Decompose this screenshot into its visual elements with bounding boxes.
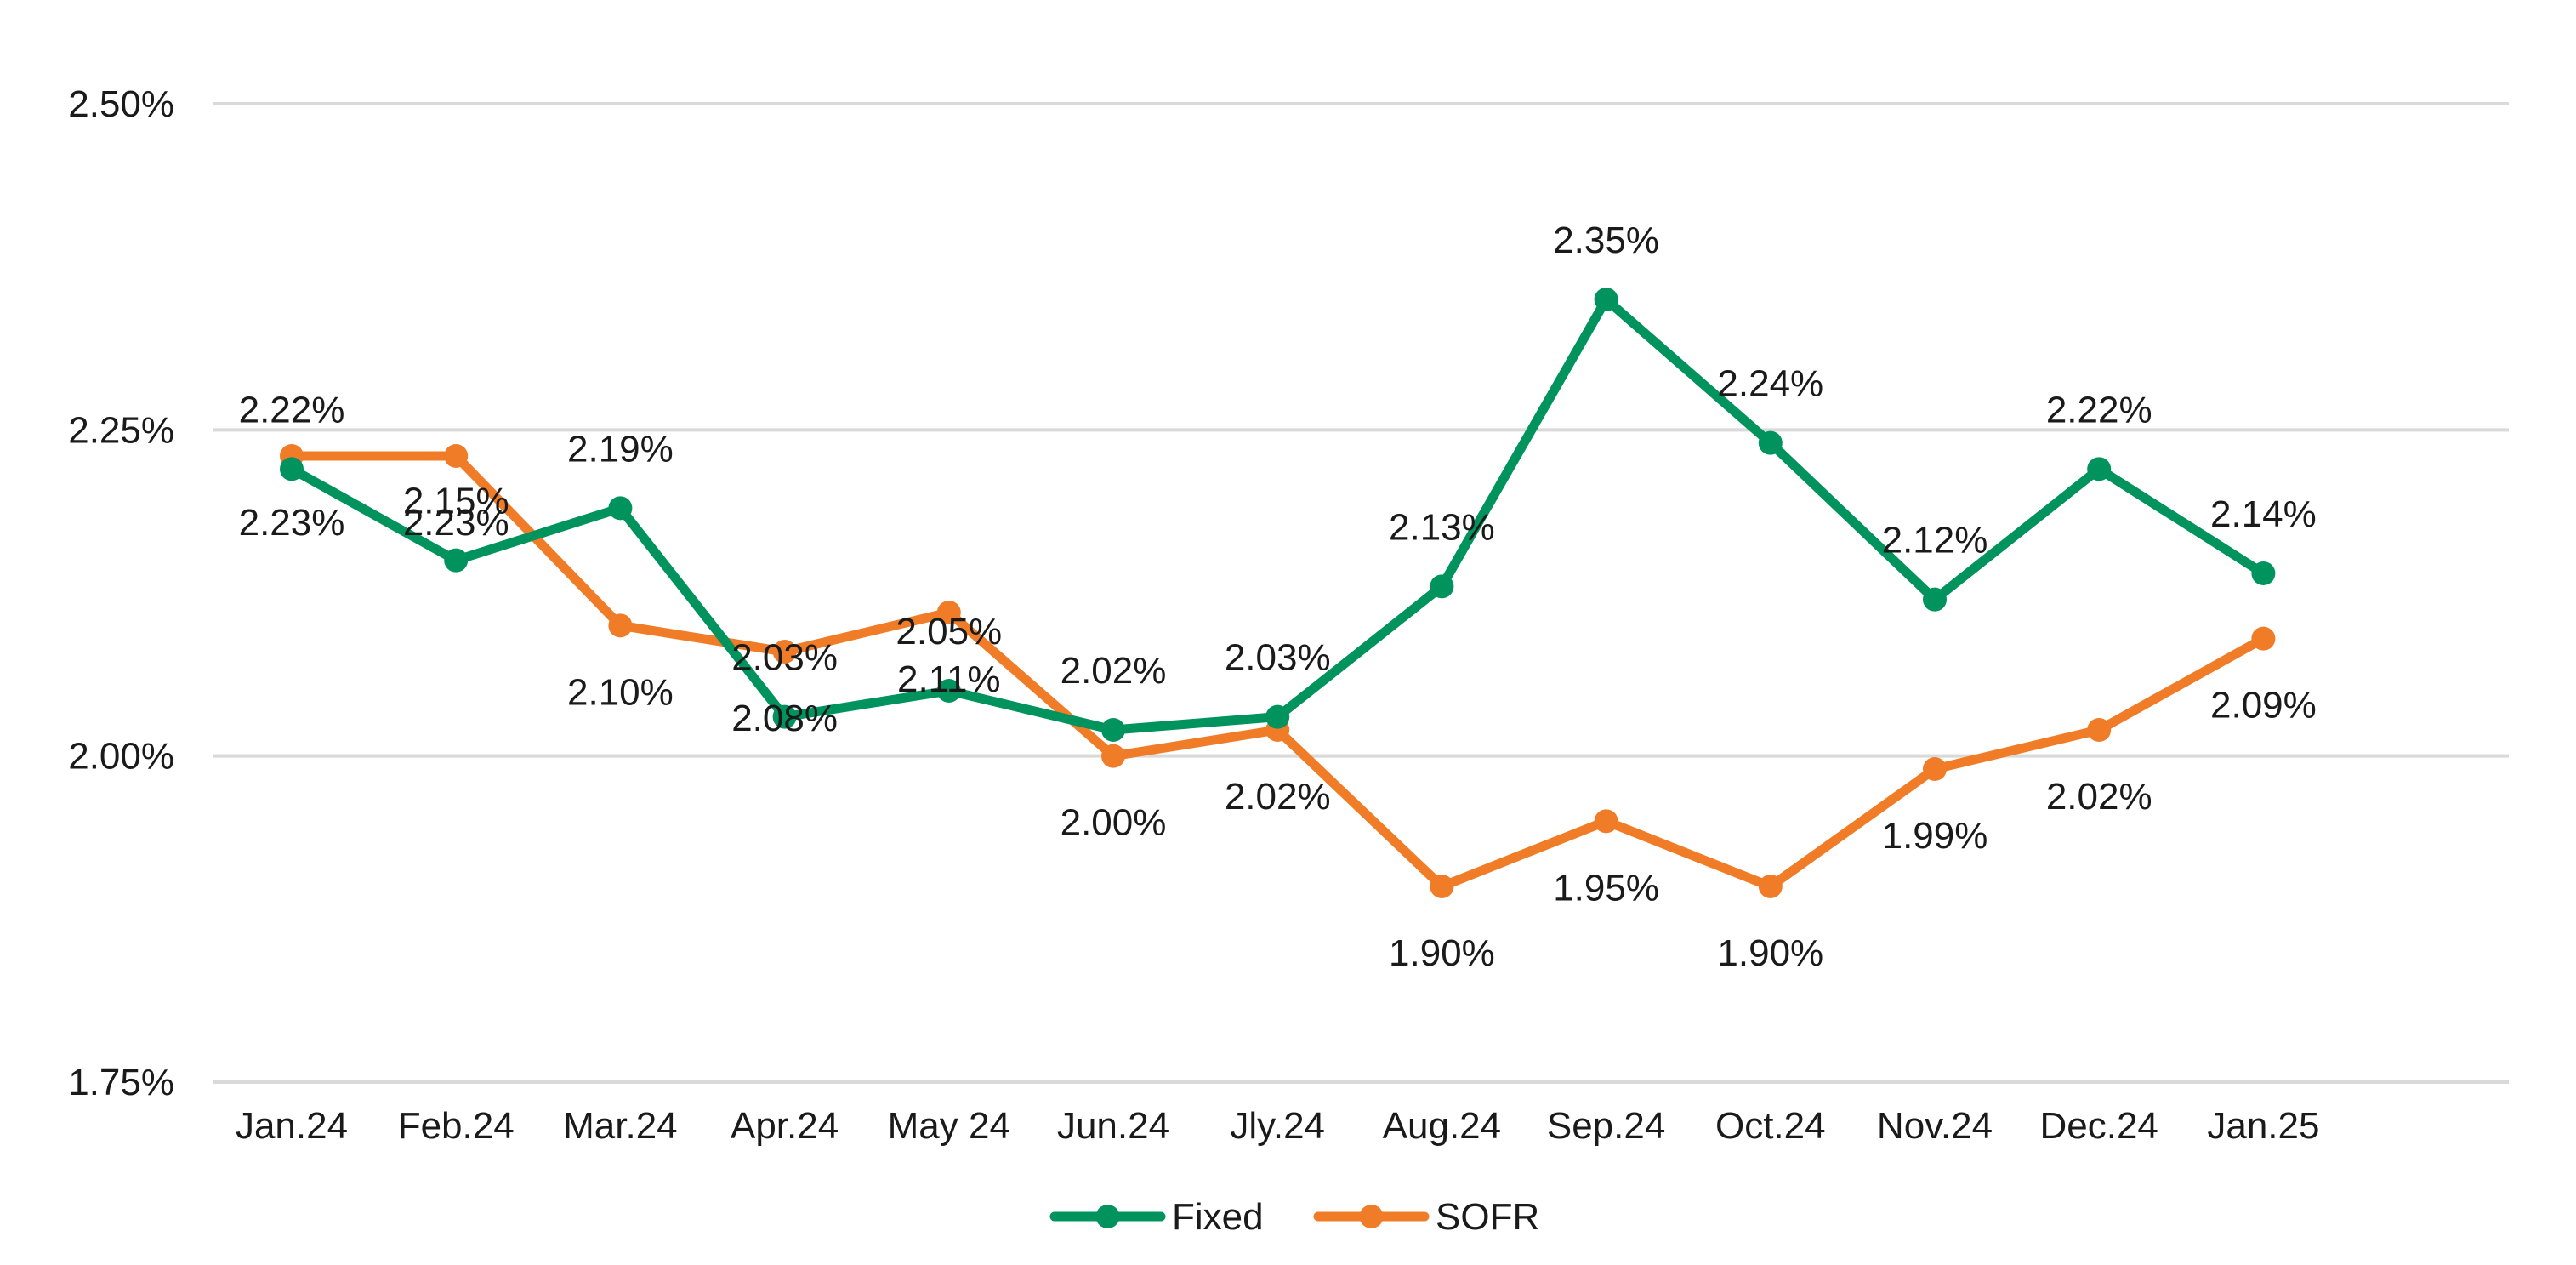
fixed-data-point <box>1430 574 1454 599</box>
fixed-data-point <box>444 548 469 573</box>
legend-sofr-marker <box>1359 1205 1384 1228</box>
sofr-data-point <box>1923 757 1947 781</box>
y-tick-label: 2.50% <box>68 83 174 125</box>
fixed-data-point <box>608 496 633 521</box>
y-tick-label: 2.25% <box>68 409 174 451</box>
x-tick-label: Jan.24 <box>236 1105 348 1147</box>
legend-sofr-label: SOFR <box>1436 1196 1539 1238</box>
sofr-data-label: 1.90% <box>1389 932 1495 974</box>
sofr-data-point <box>936 601 961 624</box>
fixed-data-label: 2.22% <box>2046 389 2152 430</box>
x-tick-label: Apr.24 <box>731 1105 839 1147</box>
gridlines <box>213 102 2509 1084</box>
x-axis-tick-labels: Jan.24 Feb.24 Mar.24 Apr.24 May 24 Jun.24 Jly.… <box>236 1105 2320 1147</box>
legend-fixed-label: Fixed <box>1172 1196 1264 1238</box>
fixed-data-label: 2.35% <box>1553 219 1659 261</box>
legend-fixed-marker <box>1095 1205 1120 1228</box>
fixed-data-point <box>1594 288 1618 311</box>
x-tick-label: Jun.24 <box>1057 1105 1169 1147</box>
x-tick-label: Aug.24 <box>1383 1105 1501 1147</box>
sofr-data-label: 2.02% <box>1225 776 1331 818</box>
x-tick-label: Oct.24 <box>1715 1105 1826 1147</box>
fixed-data-point <box>936 679 961 703</box>
sofr-data-label: 1.90% <box>1717 932 1823 974</box>
sofr-data-point <box>608 613 633 638</box>
fixed-data-label: 2.05% <box>896 611 1002 652</box>
fixed-data-label: 2.22% <box>239 389 345 430</box>
sofr-data-label: 2.08% <box>731 698 838 739</box>
fixed-data-label: 2.02% <box>1061 650 1167 692</box>
fixed-data-point <box>2087 457 2112 481</box>
x-tick-label: Dec.24 <box>2039 1105 2158 1147</box>
fixed-data-label: 2.15% <box>403 481 509 522</box>
x-tick-label: Feb.24 <box>398 1105 515 1147</box>
x-tick-label: Mar.24 <box>563 1105 678 1147</box>
fixed-data-point <box>280 457 304 481</box>
sofr-data-point <box>1430 875 1454 898</box>
fixed-data-label: 2.13% <box>1389 506 1495 548</box>
sofr-data-point <box>1594 809 1618 834</box>
sofr-data-label: 2.02% <box>2046 776 2152 818</box>
fixed-data-label: 2.12% <box>1882 520 1988 561</box>
series-lines <box>280 288 2276 898</box>
fixed-data-label: 2.03% <box>731 637 838 679</box>
fixed-data-label: 2.14% <box>2210 493 2317 535</box>
sofr-data-point <box>772 640 797 664</box>
sofr-data-point <box>1101 744 1125 768</box>
x-tick-label: Jan.25 <box>2207 1105 2319 1147</box>
x-tick-label: Jly.24 <box>1230 1105 1325 1147</box>
x-tick-label: May 24 <box>888 1105 1010 1147</box>
x-tick-label: Nov.24 <box>1877 1105 1993 1147</box>
fixed-data-point <box>2251 561 2276 585</box>
sofr-data-label: 2.23% <box>239 502 345 544</box>
fixed-data-point <box>1101 718 1125 742</box>
sofr-data-label: 2.11% <box>897 658 1001 700</box>
fixed-data-point <box>1923 587 1947 612</box>
fixed-data-point <box>1265 704 1290 729</box>
fixed-data-label: 2.24% <box>1717 363 1823 405</box>
data-labels: 2.22% 2.15% 2.19% 2.03% 2.05% 2.02% 2.03% 2.13%… <box>239 219 2317 974</box>
sofr-data-label: 1.99% <box>1882 815 1988 857</box>
fixed-data-label: 2.19% <box>567 428 674 470</box>
x-tick-label: Sep.24 <box>1547 1105 1665 1147</box>
y-tick-label: 1.75% <box>68 1062 174 1103</box>
sofr-data-point <box>2251 626 2276 651</box>
sofr-data-point <box>1758 875 1783 898</box>
sofr-data-label: 2.10% <box>567 671 674 713</box>
y-axis-tick-labels: 1.75% 2.00% 2.25% 2.50% <box>68 83 174 1103</box>
sofr-data-label: 1.95% <box>1553 867 1659 909</box>
sofr-data-label: 2.23% <box>403 502 509 544</box>
fixed-data-label: 2.03% <box>1225 637 1331 679</box>
fixed-data-point <box>772 704 797 729</box>
sofr-data-point <box>444 444 469 468</box>
sofr-data-label: 2.00% <box>1061 802 1167 844</box>
legend: Fixed SOFR <box>1049 1196 1539 1238</box>
y-tick-label: 2.00% <box>68 736 174 778</box>
fixed-data-point <box>1758 430 1783 455</box>
sofr-data-point <box>2087 718 2112 742</box>
sofr-data-label: 2.09% <box>2210 685 2317 727</box>
